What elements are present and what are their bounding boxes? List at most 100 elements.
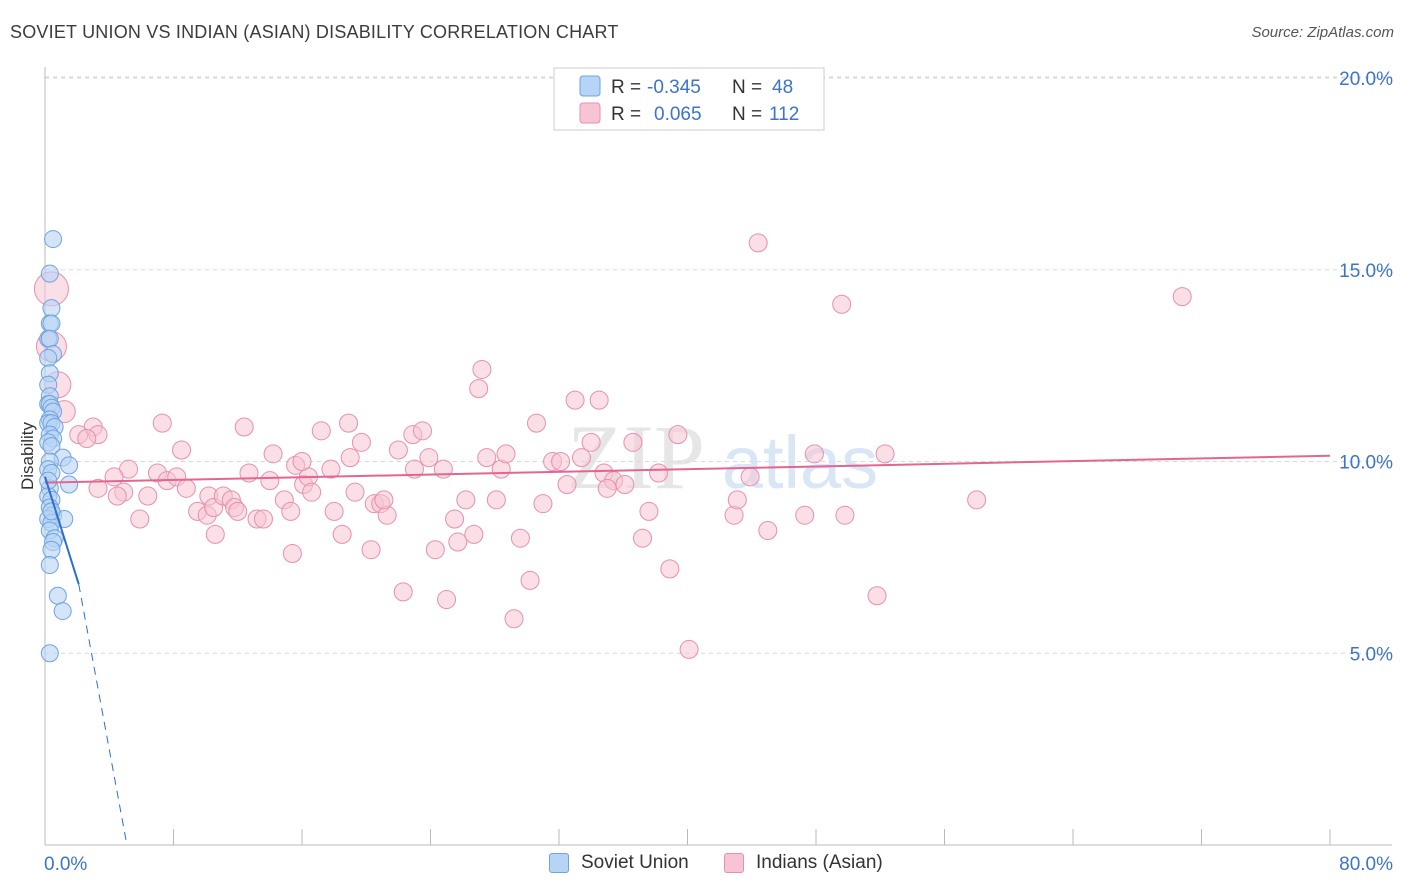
legend-r-value-2: 0.065 bbox=[654, 104, 702, 125]
watermark-atlas: atlas bbox=[722, 421, 878, 504]
data-point-indians-asian bbox=[875, 444, 895, 464]
data-point-indians-asian bbox=[504, 609, 524, 629]
legend-swatch-indians-asian bbox=[724, 853, 744, 873]
data-point-indians-asian bbox=[589, 390, 609, 410]
data-point-soviet-union bbox=[40, 264, 59, 283]
data-point-indians-asian bbox=[804, 444, 824, 464]
trend-lines bbox=[44, 454, 1331, 846]
y-tick-label: 10.0% bbox=[1339, 453, 1393, 474]
data-point-soviet-union bbox=[48, 586, 67, 605]
data-point-indians-asian bbox=[486, 490, 506, 510]
data-point-indians-asian bbox=[867, 586, 887, 606]
data-point-indians-asian bbox=[660, 559, 680, 579]
chart-title: SOVIET UNION VS INDIAN (ASIAN) DISABILIT… bbox=[10, 22, 619, 42]
legend-n-value-2: 112 bbox=[769, 104, 799, 125]
data-point-indians-asian bbox=[510, 528, 530, 548]
watermark: ZIP atlas bbox=[567, 406, 878, 508]
data-point-indians-asian bbox=[533, 494, 553, 514]
data-point-soviet-union bbox=[53, 602, 72, 621]
legend-top: R = -0.345 N = 48 R = 0.065 N = 112 bbox=[553, 67, 825, 131]
y-tick-label: 5.0% bbox=[1350, 644, 1393, 665]
axes bbox=[44, 67, 1392, 846]
legend-r-label-1: R = bbox=[611, 77, 641, 98]
data-point-indians-asian bbox=[176, 478, 196, 498]
y-tick-label: 15.0% bbox=[1339, 261, 1393, 282]
data-point-soviet-union bbox=[42, 314, 61, 333]
legend-n-label-2: N = bbox=[732, 104, 762, 125]
data-point-indians-asian bbox=[205, 524, 225, 544]
data-point-indians-asian bbox=[104, 467, 124, 487]
legend-swatch-blue bbox=[579, 75, 601, 97]
data-point-indians-asian bbox=[107, 486, 127, 506]
data-point-indians-asian bbox=[758, 521, 778, 541]
data-point-indians-asian bbox=[351, 432, 371, 452]
data-point-soviet-union bbox=[42, 540, 61, 559]
data-point-indians-asian bbox=[835, 505, 855, 525]
data-point-soviet-union bbox=[39, 348, 58, 367]
data-point-soviet-union bbox=[60, 475, 79, 494]
data-point-indians-asian bbox=[456, 490, 476, 510]
data-point-indians-asian bbox=[377, 505, 397, 525]
gridlines bbox=[45, 76, 1392, 654]
data-point-indians-asian bbox=[448, 532, 468, 552]
data-point-indians-asian bbox=[361, 540, 381, 560]
legend-swatch-pink bbox=[579, 102, 601, 124]
data-point-indians-asian bbox=[404, 459, 424, 479]
data-point-indians-asian bbox=[433, 459, 453, 479]
data-point-indians-asian bbox=[724, 505, 744, 525]
x-tick-label: 80.0% bbox=[1339, 854, 1393, 875]
data-point-indians-asian bbox=[623, 432, 643, 452]
data-point-indians-asian bbox=[727, 490, 747, 510]
legend-r-label-2: R = bbox=[611, 104, 641, 125]
y-tick-label: 20.0% bbox=[1339, 69, 1393, 90]
data-point-soviet-union bbox=[42, 502, 61, 521]
data-point-indians-asian bbox=[302, 482, 322, 502]
trend-line-soviet-union-extension bbox=[78, 584, 128, 846]
data-point-soviet-union bbox=[44, 230, 63, 249]
data-point-indians-asian bbox=[615, 475, 635, 495]
data-point-indians-asian bbox=[321, 459, 341, 479]
data-point-indians-asian bbox=[228, 501, 248, 521]
data-point-indians-asian bbox=[668, 425, 688, 445]
data-point-soviet-union bbox=[40, 644, 59, 663]
data-point-indians-asian bbox=[260, 471, 280, 491]
data-point-indians-asian bbox=[263, 444, 283, 464]
data-point-indians-asian bbox=[1172, 287, 1192, 307]
data-point-indians-asian bbox=[464, 524, 484, 544]
data-point-indians-asian bbox=[345, 482, 365, 502]
x-tick-label: 0.0% bbox=[44, 854, 87, 875]
data-point-indians-asian bbox=[740, 467, 760, 487]
data-point-soviet-union bbox=[42, 299, 61, 318]
legend-n-value-1: 48 bbox=[772, 77, 793, 98]
data-point-indians-asian bbox=[679, 639, 699, 659]
data-point-indians-asian bbox=[282, 544, 302, 564]
data-point-indians-asian bbox=[571, 448, 591, 468]
data-point-indians-asian bbox=[324, 501, 344, 521]
legend-label-soviet-union: Soviet Union bbox=[581, 852, 689, 873]
data-point-indians-asian bbox=[520, 570, 540, 590]
data-point-indians-asian bbox=[527, 413, 547, 433]
data-point-indians-asian bbox=[795, 505, 815, 525]
data-point-indians-asian bbox=[633, 528, 653, 548]
data-point-indians-asian bbox=[597, 478, 617, 498]
data-point-indians-asian bbox=[419, 448, 439, 468]
data-point-indians-asian bbox=[138, 486, 158, 506]
data-point-indians-asian bbox=[234, 417, 254, 437]
data-point-indians-asian bbox=[332, 524, 352, 544]
legend-label-indians-asian: Indians (Asian) bbox=[756, 852, 883, 873]
data-point-indians-asian bbox=[832, 294, 852, 314]
legend-item-indians-asian: Indians (Asian) bbox=[724, 852, 883, 874]
legend-swatch-soviet-union bbox=[549, 853, 569, 873]
data-point-indians-asian bbox=[388, 440, 408, 460]
data-point-indians-asian bbox=[437, 590, 457, 610]
data-point-indians-asian bbox=[311, 421, 331, 441]
data-point-indians-asian bbox=[412, 421, 432, 441]
data-point-indians-asian bbox=[340, 448, 360, 468]
data-point-indians-asian bbox=[748, 233, 768, 253]
legend-n-label-1: N = bbox=[732, 77, 762, 98]
data-point-indians-asian bbox=[152, 413, 172, 433]
data-point-indians-asian bbox=[551, 452, 571, 471]
data-point-indians-asian bbox=[130, 509, 150, 529]
data-point-indians-asian bbox=[253, 509, 273, 529]
